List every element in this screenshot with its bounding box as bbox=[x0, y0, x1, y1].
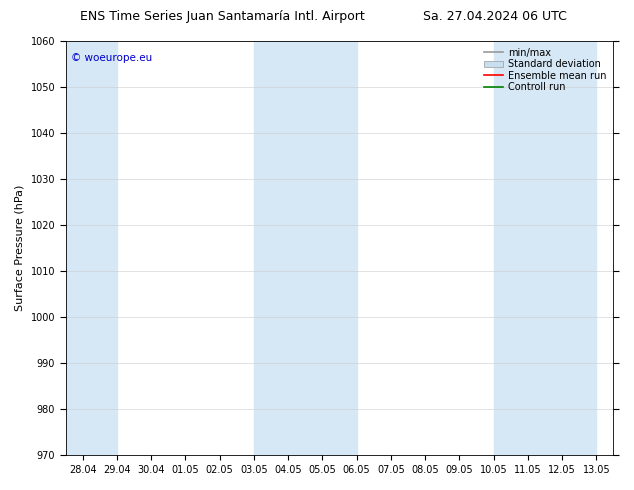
Text: ENS Time Series Juan Santamaría Intl. Airport: ENS Time Series Juan Santamaría Intl. Ai… bbox=[79, 10, 365, 23]
Y-axis label: Surface Pressure (hPa): Surface Pressure (hPa) bbox=[15, 185, 25, 311]
Text: © woeurope.eu: © woeurope.eu bbox=[71, 53, 152, 64]
Bar bbox=[65, 41, 117, 455]
Bar bbox=[254, 41, 357, 455]
Text: Sa. 27.04.2024 06 UTC: Sa. 27.04.2024 06 UTC bbox=[423, 10, 566, 23]
Legend: min/max, Standard deviation, Ensemble mean run, Controll run: min/max, Standard deviation, Ensemble me… bbox=[482, 46, 609, 94]
Bar bbox=[494, 41, 597, 455]
